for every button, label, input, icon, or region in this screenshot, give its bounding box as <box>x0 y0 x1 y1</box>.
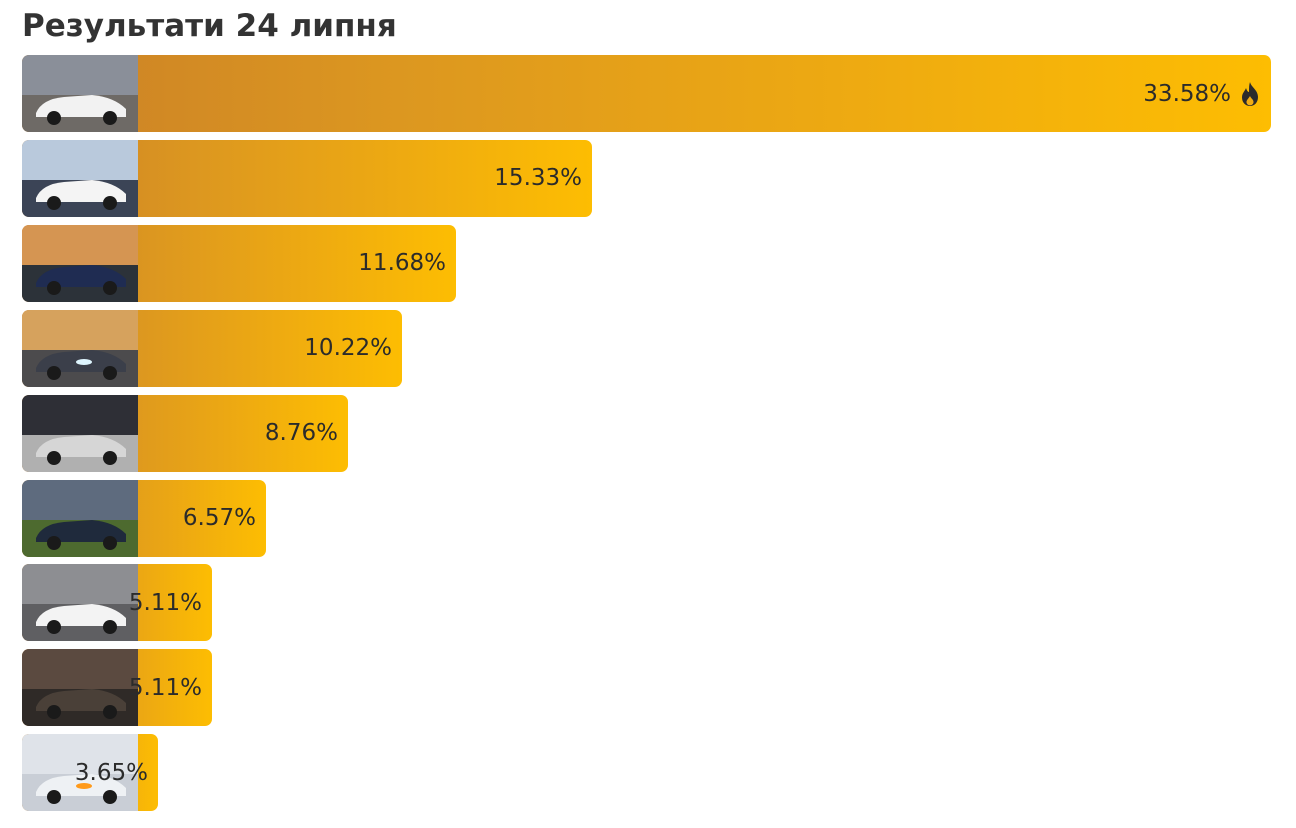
bar-9: 3.65% <box>22 734 158 812</box>
bar-value-group: 10.22% <box>304 310 392 387</box>
car-thumbnail <box>22 734 138 812</box>
bar-5: 8.76% <box>22 394 348 472</box>
bar-value-group: 6.57% <box>183 480 256 557</box>
bar-4: 10.22% <box>22 309 402 387</box>
bar-7: 5.11% <box>22 564 212 642</box>
car-thumbnail <box>22 55 138 132</box>
bar-6: 6.57% <box>22 479 266 557</box>
car-thumbnail <box>22 394 138 472</box>
car-thumbnail <box>22 309 138 387</box>
bar-value-label: 10.22% <box>304 335 392 362</box>
car-thumbnail <box>22 649 138 727</box>
bar-value-group: 5.11% <box>129 649 202 726</box>
bar-value-label: 11.68% <box>358 250 446 277</box>
car-thumbnail <box>22 139 138 217</box>
bar-value-label: 3.65% <box>74 759 148 786</box>
chart-title: Результати 24 липня <box>22 8 397 44</box>
fire-icon <box>1239 81 1261 107</box>
bar-value-label: 15.33% <box>494 165 582 192</box>
bar-value-group: 11.68% <box>358 225 446 302</box>
bar-2: 15.33% <box>22 139 592 217</box>
bar-value-group: 15.33% <box>494 140 582 217</box>
bar-value-label: 5.11% <box>128 589 202 616</box>
bar-value-label: 33.58% <box>1143 80 1231 107</box>
car-thumbnail <box>22 479 138 557</box>
bar-8: 5.11% <box>22 649 212 727</box>
bar-value-group: 8.76% <box>265 395 338 472</box>
bar-value-group: 5.11% <box>129 564 202 641</box>
bar-value-group: 33.58% <box>1143 55 1261 132</box>
bar-value-label: 5.11% <box>128 674 202 701</box>
car-thumbnail <box>22 564 138 642</box>
bar-3: 11.68% <box>22 224 456 302</box>
bar-value-label: 8.76% <box>264 420 338 447</box>
bar-value-group: 3.65% <box>75 734 148 811</box>
bar-value-label: 6.57% <box>182 505 256 531</box>
bar-1: 33.58% <box>22 55 1271 132</box>
car-thumbnail <box>22 224 138 302</box>
